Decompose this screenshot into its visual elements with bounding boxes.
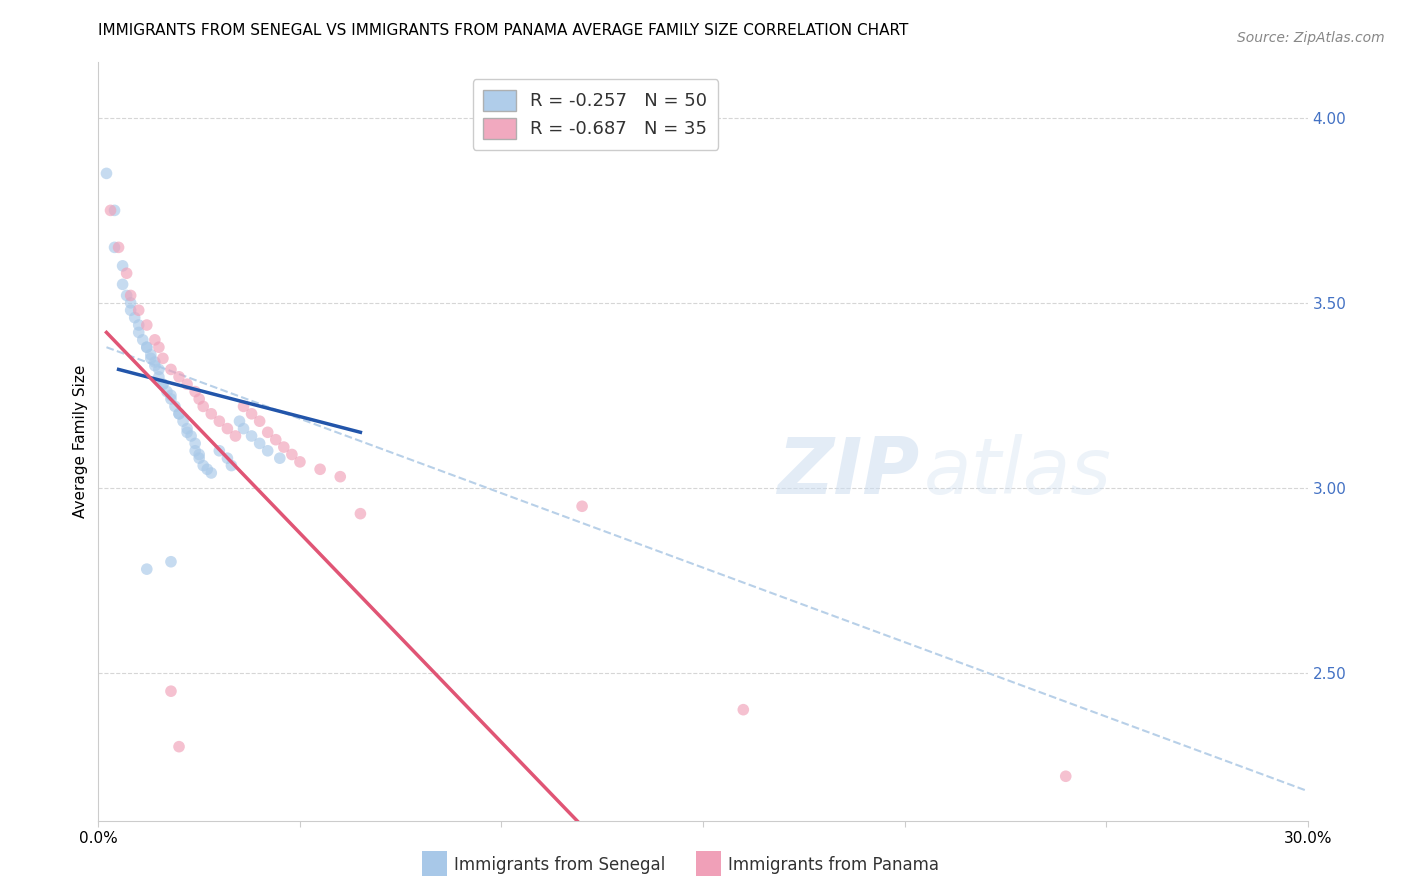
Point [733,703,755,717]
Point [249,414,271,428]
Point [224,429,246,443]
Point [120,296,142,310]
Text: Immigrants from Panama: Immigrants from Panama [728,856,939,874]
Point [132,333,155,347]
Text: Source: ZipAtlas.com: Source: ZipAtlas.com [1237,31,1385,45]
Point [184,436,207,450]
Point [156,384,179,399]
Point [160,362,183,376]
Point [167,407,190,421]
Text: atlas: atlas [924,434,1111,510]
Point [111,259,134,273]
Point [167,369,190,384]
Point [160,392,183,406]
Point [176,425,198,440]
Point [180,429,202,443]
Point [176,377,198,392]
Point [135,340,157,354]
Point [111,277,134,292]
Point [249,436,271,450]
Point [103,240,125,254]
Point [188,448,211,462]
Point [281,448,304,462]
Point [152,351,174,366]
Point [193,400,215,414]
Point [208,443,231,458]
Point [143,333,166,347]
Point [143,355,166,369]
Point [195,462,218,476]
Point [152,377,174,392]
Point [115,266,138,280]
Point [120,288,142,302]
Point [128,303,150,318]
Point [208,414,231,428]
Legend: R = -0.257   N = 50, R = -0.687   N = 35: R = -0.257 N = 50, R = -0.687 N = 35 [472,79,718,150]
Point [103,203,125,218]
Text: IMMIGRANTS FROM SENEGAL VS IMMIGRANTS FROM PANAMA AVERAGE FAMILY SIZE CORRELATIO: IMMIGRANTS FROM SENEGAL VS IMMIGRANTS FR… [98,22,908,37]
Point [160,388,183,402]
Point [120,303,142,318]
Point [232,400,254,414]
Point [152,377,174,392]
Point [148,362,170,376]
Point [217,451,239,466]
Point [1054,769,1077,783]
Point [107,240,129,254]
Point [135,562,157,576]
Point [128,318,150,332]
Point [96,166,118,180]
Point [124,310,146,325]
Point [135,318,157,332]
Point [200,407,222,421]
Point [100,203,122,218]
Point [256,425,278,440]
Point [135,340,157,354]
Point [148,340,170,354]
Point [264,433,287,447]
Point [571,500,593,514]
Point [115,288,138,302]
Point [167,739,190,754]
Point [256,443,278,458]
Point [172,414,194,428]
Point [160,684,183,698]
Point [269,451,291,466]
Point [349,507,371,521]
Text: ZIP: ZIP [778,434,920,510]
Point [217,421,239,435]
Point [188,451,211,466]
Point [240,429,263,443]
Point [184,384,207,399]
Point [188,392,211,406]
Point [139,348,162,362]
Y-axis label: Average Family Size: Average Family Size [73,365,89,518]
Point [163,400,186,414]
Point [232,421,254,435]
Point [288,455,311,469]
Text: Immigrants from Senegal: Immigrants from Senegal [454,856,665,874]
Point [176,421,198,435]
Point [228,414,250,428]
Point [329,469,352,483]
Point [193,458,215,473]
Point [184,443,207,458]
Point [309,462,332,476]
Point [160,555,183,569]
Point [221,458,243,473]
Point [139,351,162,366]
Point [200,466,222,480]
Point [167,407,190,421]
Point [128,326,150,340]
Point [273,440,295,454]
Point [240,407,263,421]
Point [148,369,170,384]
Point [143,359,166,373]
